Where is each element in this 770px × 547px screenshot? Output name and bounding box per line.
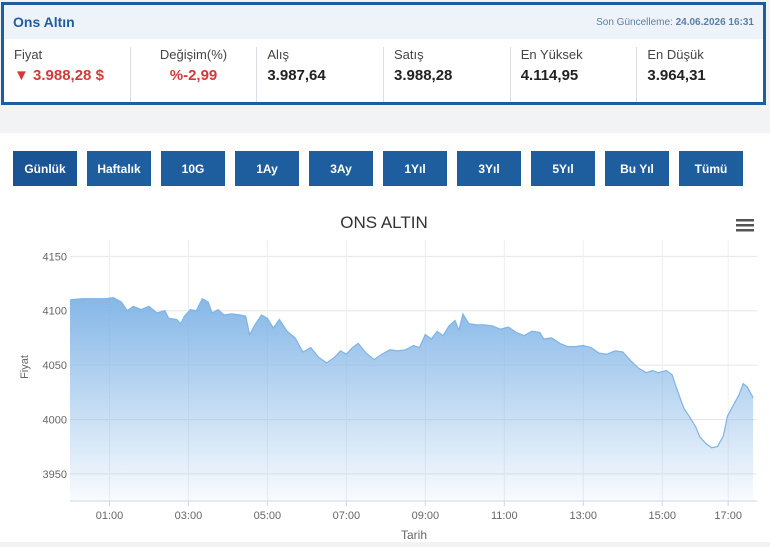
x-tick-label: 17:00 bbox=[714, 510, 742, 522]
y-tick-label: 4100 bbox=[43, 306, 67, 318]
last-updated-label: Son Güncelleme: bbox=[596, 16, 673, 28]
stat-buy-value: 3.987,64 bbox=[267, 67, 326, 84]
y-axis-ticks: 3950 4000 4050 4100 4150 bbox=[43, 251, 67, 481]
price-area bbox=[70, 297, 754, 501]
stats-row: Fiyat ▼ 3.988,28 $ Değişim(%) %-2,99 Alı… bbox=[4, 39, 763, 102]
tab-3-years[interactable]: 3Yıl bbox=[457, 151, 521, 186]
chart-title: ONS ALTIN bbox=[340, 213, 428, 232]
stat-low: En Düşük 3.964,31 bbox=[636, 47, 763, 102]
stat-price-label: Fiyat bbox=[14, 47, 43, 62]
stat-change-value: %-2,99 bbox=[169, 67, 218, 84]
stat-high: En Yüksek 4.114,95 bbox=[509, 47, 637, 102]
stat-low-label: En Düşük bbox=[647, 47, 704, 62]
panel-header: Ons Altın Son Güncelleme: 24.06.2026 16:… bbox=[4, 5, 763, 39]
hamburger-menu-icon[interactable] bbox=[736, 219, 754, 232]
x-tick-label: 13:00 bbox=[570, 510, 598, 522]
stat-buy: Alış 3.987,64 bbox=[256, 47, 383, 102]
stat-high-label: En Yüksek bbox=[520, 47, 583, 62]
x-tick-label: 03:00 bbox=[175, 510, 203, 522]
stat-change-label: Değişim(%) bbox=[159, 47, 228, 62]
tab-10-days[interactable]: 10G bbox=[161, 151, 225, 186]
stat-low-value: 3.964,31 bbox=[647, 67, 706, 84]
last-updated: Son Güncelleme: 24.06.2026 16:31 bbox=[596, 17, 754, 28]
x-tick-label: 11:00 bbox=[491, 510, 518, 522]
stat-sell-value: 3.988,28 bbox=[394, 67, 453, 84]
stat-price: Fiyat ▼ 3.988,28 $ bbox=[4, 47, 130, 102]
stat-sell-label: Satış bbox=[394, 47, 424, 62]
x-axis-ticks: 01:00 03:00 05:00 07:00 09:00 11:00 13:00 15:00… bbox=[96, 501, 742, 522]
y-axis-label: Fiyat bbox=[19, 355, 31, 379]
x-tick-label: 05:00 bbox=[254, 510, 282, 522]
x-axis-label: Tarih bbox=[401, 528, 427, 542]
tab-1-year[interactable]: 1Yıl bbox=[383, 151, 447, 186]
y-tick-label: 4150 bbox=[43, 251, 67, 263]
x-tick-label: 15:00 bbox=[648, 510, 676, 522]
tab-5-years[interactable]: 5Yıl bbox=[531, 151, 595, 186]
last-updated-value: 24.06.2026 16:31 bbox=[675, 16, 754, 28]
chart-container: Günlük Haftalık 10G 1Ay 3Ay 1Yıl 3Yıl 5Y… bbox=[0, 133, 770, 542]
tab-weekly[interactable]: Haftalık bbox=[87, 151, 151, 186]
price-line bbox=[69, 296, 754, 449]
tab-this-year[interactable]: Bu Yıl bbox=[605, 151, 669, 186]
stat-price-value: ▼ 3.988,28 $ bbox=[14, 67, 104, 84]
stat-sell: Satış 3.988,28 bbox=[383, 47, 510, 102]
x-tick-label: 09:00 bbox=[412, 510, 440, 522]
price-summary-panel: Ons Altın Son Güncelleme: 24.06.2026 16:… bbox=[1, 2, 766, 105]
price-chart: ONS ALTIN 3950 4000 4050 4100 4150 01:00 03:0… bbox=[19, 213, 757, 542]
tab-3-months[interactable]: 3Ay bbox=[309, 151, 373, 186]
page-title: Ons Altın bbox=[13, 14, 75, 30]
tab-1-month[interactable]: 1Ay bbox=[235, 151, 299, 186]
tab-daily[interactable]: Günlük bbox=[13, 151, 77, 186]
stat-high-value: 4.114,95 bbox=[520, 67, 579, 84]
stat-buy-label: Alış bbox=[267, 47, 290, 62]
y-tick-label: 3950 bbox=[43, 469, 67, 481]
x-tick-label: 07:00 bbox=[333, 510, 361, 522]
tab-all[interactable]: Tümü bbox=[679, 151, 743, 186]
x-tick-label: 01:00 bbox=[96, 510, 124, 522]
stat-change: Değişim(%) %-2,99 bbox=[129, 47, 257, 102]
y-tick-label: 4050 bbox=[43, 360, 67, 372]
y-tick-label: 4000 bbox=[43, 414, 67, 426]
period-tabs: Günlük Haftalık 10G 1Ay 3Ay 1Yıl 3Yıl 5Y… bbox=[13, 151, 743, 186]
